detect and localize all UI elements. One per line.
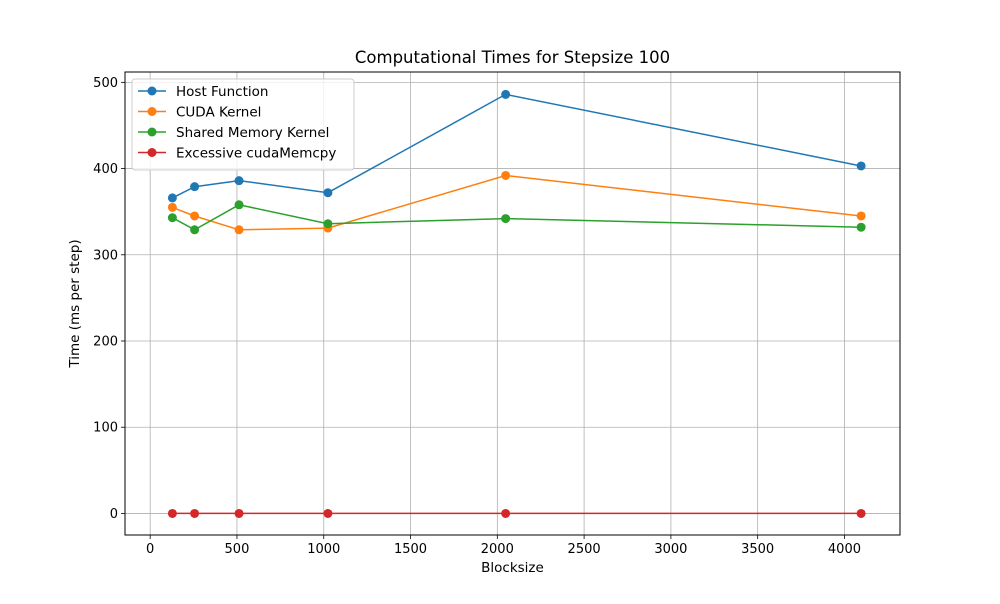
y-tick-label: 0 — [110, 507, 118, 522]
series-host-function — [167, 89, 866, 203]
x-tick-label: 0 — [146, 542, 154, 557]
data-point-cuda-kernel — [234, 225, 244, 235]
data-point-host-function — [323, 188, 333, 198]
data-point-shared-memory-kernel — [323, 219, 333, 229]
legend-label: Shared Memory Kernel — [176, 125, 329, 141]
legend-marker — [147, 127, 157, 137]
plot-frame — [124, 71, 901, 536]
data-point-host-function — [234, 176, 244, 186]
legend-marker — [147, 86, 157, 96]
data-point-host-function — [167, 193, 177, 203]
x-axis-ticks: 0 500 1000 1500 2000 2500 3000 3500 4000 — [146, 535, 861, 557]
data-point-excessive-cudamemcpy — [323, 508, 333, 518]
data-point-shared-memory-kernel — [167, 213, 177, 223]
data-point-host-function — [190, 182, 200, 192]
x-tick-label: 2500 — [568, 542, 601, 557]
legend: Host Function CUDA Kernel Shared Memory Ke… — [131, 78, 355, 171]
x-tick-label: 2000 — [481, 542, 514, 557]
data-point-cuda-kernel — [190, 211, 200, 221]
x-tick-label: 4000 — [828, 542, 861, 557]
x-tick-label: 3000 — [654, 542, 687, 557]
y-tick-label: 500 — [93, 76, 118, 91]
legend-box — [131, 78, 355, 171]
data-point-shared-memory-kernel — [190, 225, 200, 235]
x-tick-label: 1000 — [307, 542, 340, 557]
x-axis-label: Blocksize — [481, 560, 544, 576]
data-point-excessive-cudamemcpy — [856, 508, 866, 518]
legend-item-shared-memory-kernel: Shared Memory Kernel — [138, 125, 329, 141]
data-point-host-function — [501, 89, 511, 99]
y-tick-label: 100 — [93, 421, 118, 436]
legend-label: CUDA Kernel — [176, 105, 261, 121]
data-point-excessive-cudamemcpy — [167, 508, 177, 518]
x-tick-label: 1500 — [394, 542, 427, 557]
legend-item-cuda-kernel: CUDA Kernel — [138, 105, 261, 121]
legend-item-host-function: Host Function — [138, 84, 268, 100]
data-point-shared-memory-kernel — [501, 214, 511, 224]
data-point-cuda-kernel — [856, 211, 866, 221]
y-axis-label: Time (ms per step) — [67, 239, 83, 368]
series-layer — [167, 89, 866, 518]
series-excessive-cudamemcpy — [167, 508, 866, 518]
data-point-cuda-kernel — [501, 170, 511, 180]
data-point-shared-memory-kernel — [234, 200, 244, 210]
y-tick-label: 300 — [93, 248, 118, 263]
legend-marker — [147, 107, 157, 116]
series-cuda-kernel — [167, 170, 866, 235]
legend-item-excessive-cudamemcpy: Excessive cudaMemcpy — [138, 146, 336, 162]
chart-title: Computational Times for Stepsize 100 — [355, 48, 670, 67]
data-point-host-function — [856, 161, 866, 171]
data-point-excessive-cudamemcpy — [501, 508, 511, 518]
data-point-excessive-cudamemcpy — [234, 508, 244, 518]
series-shared-memory-kernel — [167, 200, 866, 235]
data-point-shared-memory-kernel — [856, 222, 866, 232]
y-tick-label: 400 — [93, 162, 118, 177]
data-point-cuda-kernel — [167, 202, 177, 212]
y-tick-label: 200 — [93, 335, 118, 350]
x-tick-label: 500 — [225, 542, 250, 557]
legend-label: Excessive cudaMemcpy — [176, 146, 336, 162]
y-axis-ticks: 0 100 200 300 400 500 — [93, 76, 125, 522]
legend-marker — [147, 148, 157, 157]
data-point-excessive-cudamemcpy — [190, 508, 200, 518]
legend-label: Host Function — [176, 84, 268, 100]
x-tick-label: 3500 — [741, 542, 774, 557]
